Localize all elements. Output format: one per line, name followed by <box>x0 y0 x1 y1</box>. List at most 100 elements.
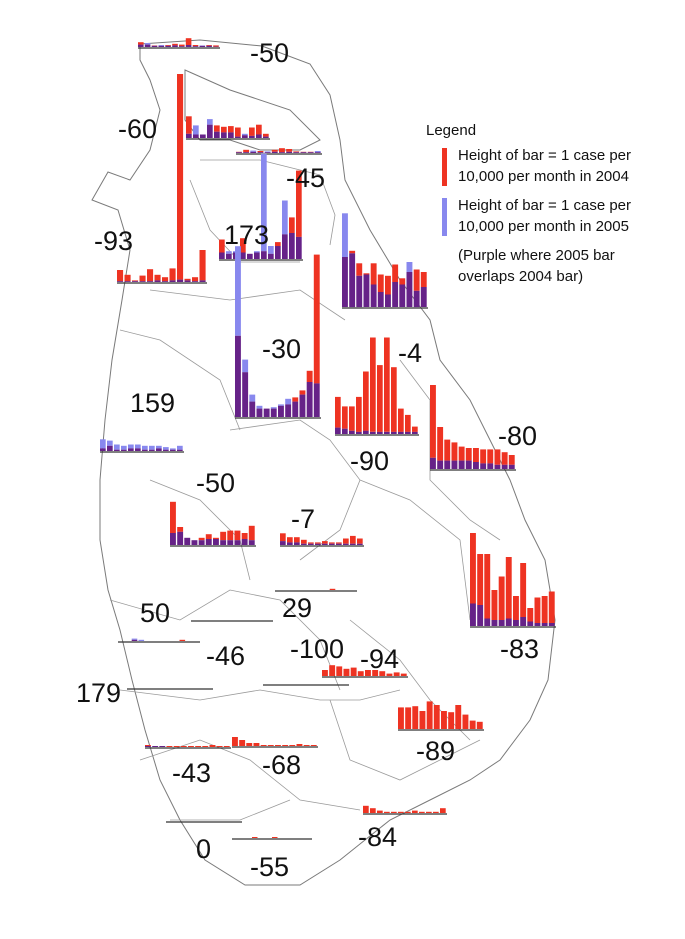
bar-2004-batticaloa-north-m3 <box>444 440 450 461</box>
bar-2004-matara-m4 <box>252 837 258 838</box>
bar-overlap-gampaha-m3 <box>132 640 138 641</box>
bar-2005-puttalam-m8 <box>149 446 155 450</box>
change-label-trincomalee: -90 <box>350 446 389 476</box>
bar-2005-vavuniya-m2 <box>226 251 232 254</box>
legend: Legend Height of bar = 1 case per 10,000… <box>426 122 676 287</box>
chart-kilinochchi <box>186 116 269 138</box>
bar-2004-moneragala-m6 <box>434 705 440 729</box>
legend-row-2004: Height of bar = 1 case per 10,000 per mo… <box>426 145 676 187</box>
change-label-hambantota: -84 <box>358 822 397 852</box>
bar-2004-kurunegala-m11 <box>242 533 248 539</box>
bar-2004-badulla-m2 <box>329 665 335 676</box>
bar-2004-batticaloa-north-m1 <box>430 385 436 458</box>
bar-overlap-anuradhapura-m5 <box>264 409 270 417</box>
bar-2005-anuradhapura-m8 <box>285 399 291 405</box>
bar-overlap-trincomalee-m2 <box>342 429 348 434</box>
chart-kandy <box>330 589 336 590</box>
bar-overlap-jaffna-north-m3 <box>152 46 158 47</box>
bar-2004-ratnapura-m12 <box>311 745 317 746</box>
bar-overlap-trincomalee-m12 <box>412 432 418 434</box>
chart-ratnapura <box>232 737 317 746</box>
bar-2004-kilinochchi-m6 <box>221 127 227 133</box>
chart-jaffna-north <box>138 38 219 47</box>
bar-overlap-puttalam-m5 <box>128 448 134 451</box>
bar-overlap-jaffna-islands-m6 <box>272 152 278 153</box>
bar-overlap-jaffna-north-m1 <box>138 45 144 47</box>
bar-2004-gampaha-m10 <box>180 640 186 641</box>
bar-2004-anuradhapura-m10 <box>300 390 306 394</box>
legend-note-line1: (Purple where 2005 bar <box>458 245 676 266</box>
bar-overlap-kilinochchi-m3 <box>200 135 206 139</box>
legend-2005-line2: 10,000 per month in 2005 <box>458 216 676 237</box>
bar-2004-trincomalee-m7 <box>377 365 383 432</box>
bar-overlap-batticaloa-north-m10 <box>495 465 501 469</box>
bar-overlap-anuradhapura-m11 <box>307 382 313 417</box>
bar-overlap-batticaloa-north-m2 <box>437 461 443 469</box>
bar-overlap-ampara-m2 <box>477 605 483 626</box>
bar-2004-kurunegala-m5 <box>199 538 205 540</box>
bar-overlap-mullaitivu-m11 <box>414 291 420 307</box>
bar-2004-batticaloa-north-m2 <box>437 427 443 461</box>
bar-overlap-kalutara-m2 <box>152 746 158 747</box>
bar-2004-mannar-m11 <box>192 277 198 281</box>
bar-2004-trincomalee-m1 <box>335 397 341 428</box>
bar-2004-batticaloa-north-m6 <box>466 448 472 461</box>
bar-overlap-puttalam-m4 <box>121 450 127 451</box>
bar-overlap-kurunegala-m1 <box>170 533 176 545</box>
bar-overlap-matale-m3 <box>294 542 300 545</box>
bar-2004-moneragala-m9 <box>455 705 461 729</box>
bar-2004-jaffna-islands-m7 <box>279 148 285 152</box>
bar-overlap-kilinochchi-m5 <box>214 132 220 138</box>
bar-2005-kilinochchi-m9 <box>242 134 248 135</box>
chart-puttalam <box>100 439 183 451</box>
change-label-moneragala: -89 <box>416 736 455 766</box>
bar-2004-jaffna-islands-m6 <box>272 150 278 152</box>
change-label-mannar: -93 <box>94 226 133 256</box>
change-label-vavuniya: 173 <box>224 220 269 250</box>
bar-2004-kalutara-m7 <box>188 746 194 747</box>
change-label-kilinochchi: -60 <box>118 114 157 144</box>
bar-2004-moneragala-m12 <box>477 722 483 729</box>
bar-2004-ratnapura-m4 <box>254 743 260 746</box>
bar-2005-puttalam-m11 <box>170 448 176 449</box>
bar-overlap-jaffna-islands-m8 <box>286 152 292 153</box>
bar-overlap-puttalam-m7 <box>142 450 148 451</box>
bar-overlap-ampara-m5 <box>499 620 505 626</box>
chart-moneragala <box>398 701 483 729</box>
bar-overlap-kilinochchi-m11 <box>256 135 262 139</box>
bar-overlap-mannar-m10 <box>185 280 191 282</box>
bar-2004-hambantota-m4 <box>384 812 390 813</box>
bar-2004-trincomalee-m2 <box>342 406 348 428</box>
bar-2004-trincomalee-m9 <box>391 367 397 432</box>
bar-2004-kurunegala-m12 <box>249 526 255 540</box>
bar-2004-mannar-m10 <box>185 279 191 281</box>
bar-overlap-batticaloa-north-m5 <box>459 461 465 469</box>
bar-overlap-kilinochchi-m7 <box>228 132 234 138</box>
bar-overlap-ampara-m11 <box>542 623 548 626</box>
bar-2004-mullaitivu-m4 <box>364 273 370 274</box>
bar-2004-mullaitivu-m9 <box>399 278 405 284</box>
bar-2004-mannar-m9 <box>177 74 183 280</box>
bar-2004-matale-m8 <box>329 542 335 543</box>
bar-overlap-kilinochchi-m9 <box>242 135 248 138</box>
bar-2004-ratnapura-m9 <box>289 745 295 746</box>
bar-2004-ampara-m12 <box>549 592 555 624</box>
bar-overlap-mannar-m11 <box>192 281 198 282</box>
bar-2004-hambantota-m12 <box>440 808 446 813</box>
bar-2005-vavuniya-m6 <box>254 251 260 252</box>
bar-overlap-anuradhapura-m3 <box>249 402 255 417</box>
bar-2004-jaffna-islands-m9 <box>293 151 299 152</box>
bar-overlap-matale-m5 <box>308 544 314 545</box>
bar-2005-puttalam-m6 <box>135 445 141 449</box>
bar-2004-ratnapura-m10 <box>297 744 303 746</box>
bar-overlap-mullaitivu-m3 <box>356 276 362 307</box>
bar-2004-jaffna-north-m5 <box>165 45 171 46</box>
bar-overlap-kilinochchi-m10 <box>249 136 255 138</box>
bar-2004-jaffna-north-m11 <box>206 45 212 46</box>
bar-overlap-kurunegala-m3 <box>184 538 190 545</box>
bar-2004-mannar-m4 <box>140 276 146 282</box>
bar-2004-vavuniya-m11 <box>289 217 295 233</box>
bar-2004-hambantota-m6 <box>398 812 404 813</box>
bar-2004-hambantota-m11 <box>433 812 439 813</box>
